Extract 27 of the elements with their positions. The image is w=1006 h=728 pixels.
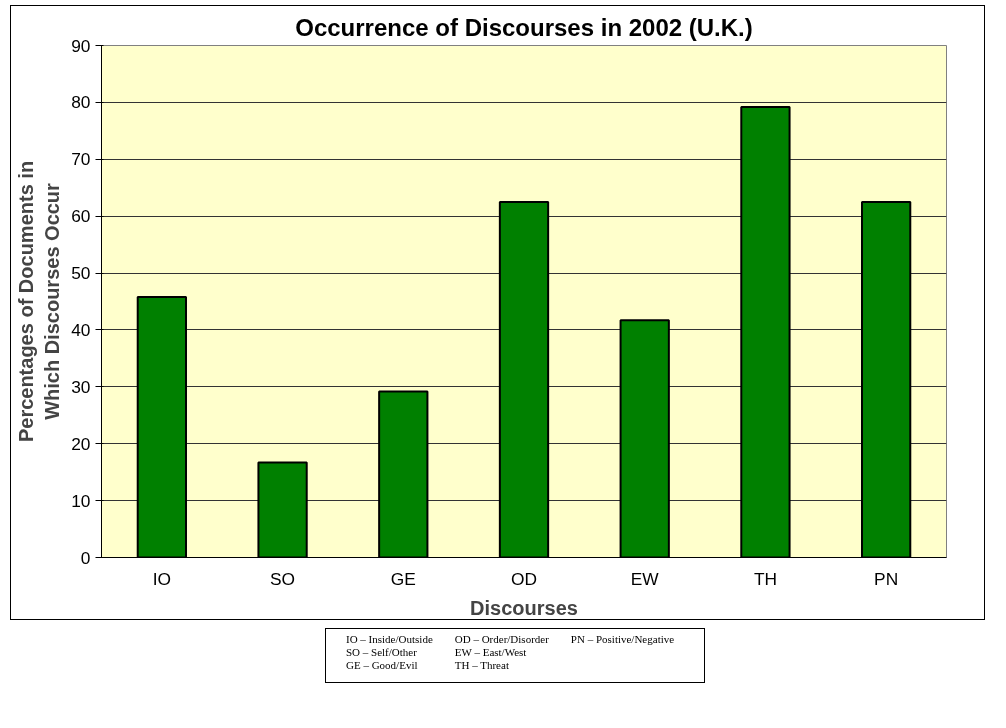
y-tick-label: 20 [71, 433, 91, 454]
y-tick-label: 90 [71, 35, 91, 56]
x-axis-title: Discourses [470, 596, 578, 619]
y-tick-label: 0 [80, 547, 91, 568]
y-tick-label: 30 [71, 376, 91, 397]
x-tick-label: PN [874, 568, 899, 589]
text: GE – Good/Evil [346, 659, 418, 671]
text: EW – East/West [454, 646, 527, 658]
y-tick-label: 50 [71, 263, 91, 284]
y-tick-label: 70 [71, 149, 91, 170]
y-axis-title: Percentages of Documents in Which Discourses Occur [14, 160, 64, 443]
y-tick-label: 80 [71, 92, 91, 113]
x-tick-label: TH [753, 568, 777, 589]
y-tick-label: 40 [71, 319, 91, 340]
x-tick-label: OD [511, 568, 537, 589]
x-tick-label: GE [390, 568, 416, 589]
chart-title: Occurrence of Discourses in 2002 (U.K.) [295, 13, 753, 41]
text: OD – Order/Disorder [454, 633, 549, 645]
y-tick-label: 10 [71, 490, 91, 511]
text: TH – Threat [454, 659, 509, 671]
x-tick-label: SO [270, 568, 296, 589]
text: SO – Self/Other [346, 646, 417, 658]
x-tick-label: IO [152, 568, 172, 589]
y-tick-label: 60 [71, 206, 91, 227]
x-tick-label: EW [630, 568, 660, 589]
text: PN – Positive/Negative [570, 633, 675, 647]
text: IO – Inside/Outside [346, 633, 433, 645]
